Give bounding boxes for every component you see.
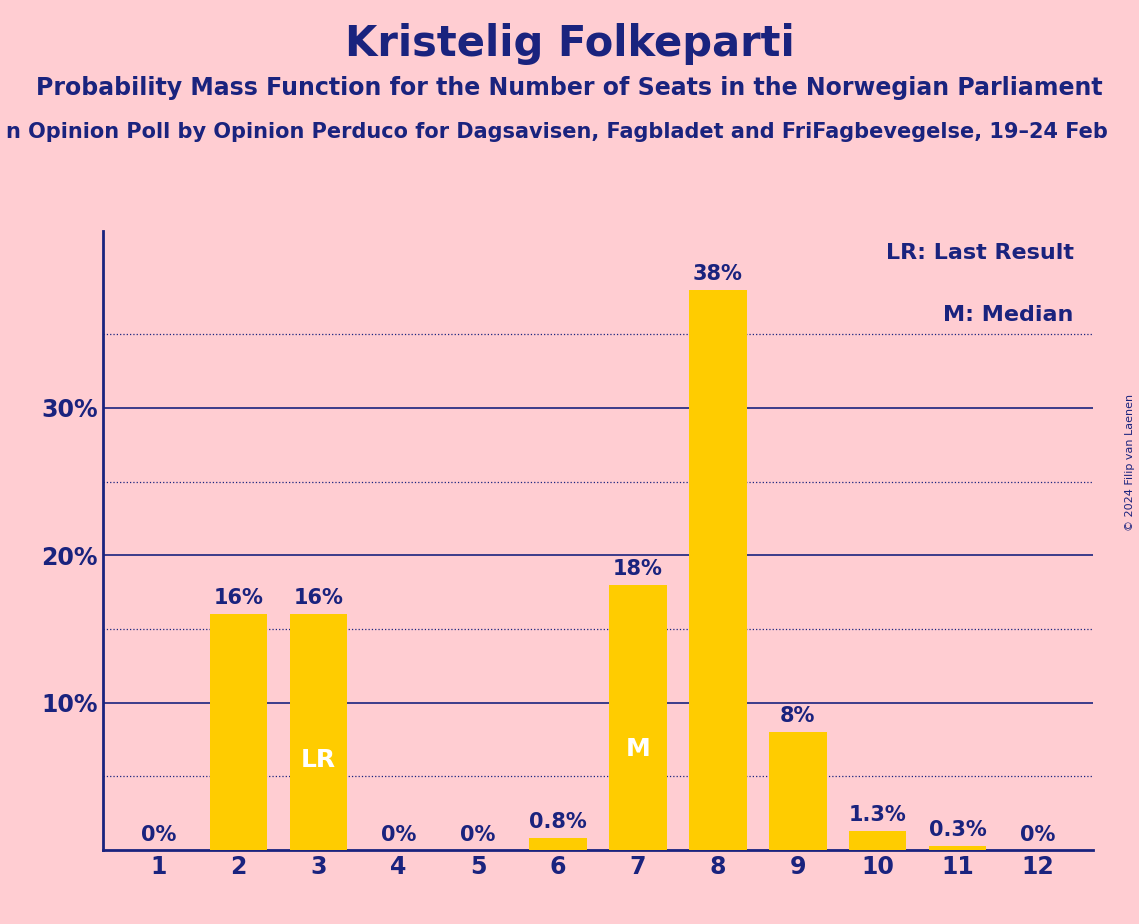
Text: M: Median: M: Median <box>943 305 1074 325</box>
Text: LR: Last Result: LR: Last Result <box>886 243 1074 263</box>
Text: 0%: 0% <box>1019 825 1055 845</box>
Text: 16%: 16% <box>213 589 263 608</box>
Bar <box>210 614 268 850</box>
Text: Probability Mass Function for the Number of Seats in the Norwegian Parliament: Probability Mass Function for the Number… <box>36 76 1103 100</box>
Bar <box>928 845 986 850</box>
Text: n Opinion Poll by Opinion Perduco for Dagsavisen, Fagbladet and FriFagbevegelse,: n Opinion Poll by Opinion Perduco for Da… <box>6 122 1107 142</box>
Text: 0.3%: 0.3% <box>928 820 986 840</box>
Bar <box>289 614 347 850</box>
Bar <box>689 290 747 850</box>
Text: 0.8%: 0.8% <box>530 812 587 833</box>
Text: © 2024 Filip van Laenen: © 2024 Filip van Laenen <box>1125 394 1134 530</box>
Text: 0%: 0% <box>460 825 495 845</box>
Text: 18%: 18% <box>613 559 663 578</box>
Text: 38%: 38% <box>693 264 743 284</box>
Text: 0%: 0% <box>141 825 177 845</box>
Text: 8%: 8% <box>780 706 816 726</box>
Text: 16%: 16% <box>294 589 343 608</box>
Text: 1.3%: 1.3% <box>849 805 907 825</box>
Bar <box>849 831 907 850</box>
Text: M: M <box>625 737 650 761</box>
Bar <box>769 732 827 850</box>
Bar <box>609 585 666 850</box>
Bar <box>530 838 587 850</box>
Text: 0%: 0% <box>380 825 416 845</box>
Text: LR: LR <box>301 748 336 772</box>
Text: Kristelig Folkeparti: Kristelig Folkeparti <box>345 23 794 65</box>
